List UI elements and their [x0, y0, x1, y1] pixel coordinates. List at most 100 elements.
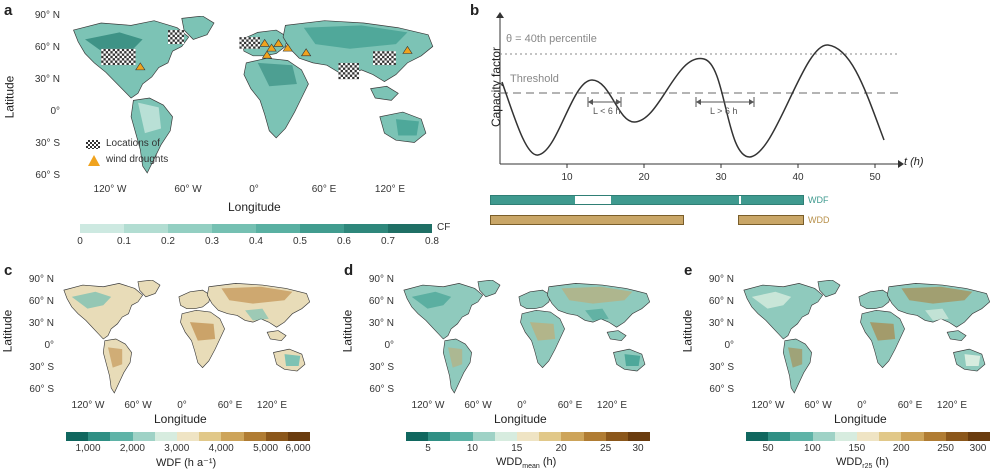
colorbar-segment [132, 432, 155, 441]
colorbar-segment [561, 432, 584, 441]
panel-c-map [63, 280, 311, 394]
colorbar-segment [472, 432, 495, 441]
colorbar-segment [110, 432, 133, 441]
colorbar-tick: 0.2 [161, 236, 175, 247]
colorbar-tick: 250 [937, 443, 954, 454]
lon-tick: 60° W [124, 400, 152, 411]
colorbar-tick: 5 [425, 443, 431, 454]
lat-tick: 90° N [34, 10, 60, 21]
colorbar-segment [945, 432, 968, 441]
lat-tick: 60° N [708, 296, 734, 307]
panel-d-xlabel: Longitude [494, 412, 547, 426]
panel-e-letter: e [684, 262, 693, 279]
panel-b-wdf-bar [490, 195, 804, 205]
lat-tick: 30° N [708, 318, 734, 329]
colorbar-segment [627, 432, 651, 441]
panel-b-bracket-long: L > 6 h [710, 106, 738, 116]
lat-tick: 60° S [35, 170, 60, 181]
wdf-segment [611, 196, 739, 204]
lon-tick: 0° [517, 400, 527, 411]
panel-b-chart [496, 12, 904, 168]
panel-b-theta-label: θ = 40th percentile [506, 33, 597, 45]
colorbar-segment [154, 432, 177, 441]
colorbar-tick: 300 [969, 443, 987, 454]
lat-tick: 30° N [368, 318, 394, 329]
wdf-segment [491, 196, 575, 204]
colorbar-tick: 0 [77, 236, 83, 247]
colorbar-tick: 5,000 [253, 443, 279, 454]
lon-tick: 60° E [311, 184, 337, 195]
lon-tick: 60° E [897, 400, 923, 411]
colorbar-segment [388, 224, 432, 233]
colorbar-tick: 50 [762, 443, 774, 454]
lat-tick: 30° S [35, 138, 60, 149]
colorbar-segment [812, 432, 835, 441]
colorbar-segment [834, 432, 857, 441]
lon-tick: 120° E [596, 400, 628, 411]
colorbar-segment [124, 224, 168, 233]
lon-tick: 0° [177, 400, 187, 411]
lon-tick: 120° W [411, 400, 445, 411]
panel-e-map [743, 280, 991, 394]
colorbar-segment [583, 432, 606, 441]
colorbar-segment [287, 432, 311, 441]
colorbar-tick: 6,000 [285, 443, 311, 454]
colorbar-segment [516, 432, 540, 441]
legend-hatch-swatch [86, 140, 100, 149]
lon-tick: 60° E [217, 400, 243, 411]
colorbar-tick: 4,000 [208, 443, 234, 454]
colorbar-segment [746, 432, 769, 441]
panel-b-wdf-label: WDF [808, 195, 829, 205]
lat-tick: 30° S [709, 362, 734, 373]
colorbar-tick: 200 [892, 443, 910, 454]
colorbar-segment [221, 432, 244, 441]
colorbar-tick: 150 [848, 443, 866, 454]
colorbar-segment [176, 432, 200, 441]
lat-tick: 30° N [28, 318, 54, 329]
lat-tick: 90° N [28, 274, 54, 285]
panel-e-colorbar [746, 432, 991, 441]
colorbar-segment [790, 432, 813, 441]
lon-tick: 0° [249, 184, 259, 195]
colorbar-tick: 1,000 [75, 443, 101, 454]
lat-tick: 60° N [34, 42, 60, 53]
colorbar-segment [879, 432, 902, 441]
panel-d-ylabel: Latitude [340, 309, 355, 353]
legend-triangle-icon [88, 155, 100, 166]
lon-tick: 120° W [93, 184, 127, 195]
lat-tick: 30° S [369, 362, 394, 373]
lon-tick: 120° E [374, 184, 406, 195]
panel-a-colorbar-ticks: 0 0.1 0.2 0.3 0.4 0.5 0.6 0.7 0.8 [77, 236, 439, 248]
panel-c-ylabel: Latitude [0, 309, 15, 353]
colorbar-segment [494, 432, 517, 441]
panel-c-xlabel: Longitude [154, 412, 207, 426]
panel-a-colorbar-label: CF [437, 222, 451, 233]
colorbar-tick: 0.7 [381, 236, 395, 247]
panel-a-ylabel: Latitude [2, 75, 17, 119]
panel-a-xlabel: Longitude [228, 200, 281, 214]
colorbar-segment [212, 224, 256, 233]
colorbar-segment [768, 432, 791, 441]
lon-tick: 120° E [936, 400, 968, 411]
colorbar-segment [901, 432, 924, 441]
colorbar-segment [168, 224, 212, 233]
colorbar-tick: 2,000 [119, 443, 145, 454]
lat-tick: 0° [50, 106, 60, 117]
colorbar-tick: 0.3 [205, 236, 219, 247]
lon-tick: 120° W [71, 400, 105, 411]
panel-b-letter: b [470, 2, 480, 19]
colorbar-segment [88, 432, 111, 441]
lat-tick: 60° S [29, 384, 54, 395]
colorbar-segment [428, 432, 451, 441]
panel-e-colorbar-label: WDDr25 (h) [836, 456, 889, 471]
panel-d-letter: d [344, 262, 354, 279]
colorbar-segment [80, 224, 124, 233]
colorbar-segment [406, 432, 429, 441]
colorbar-tick: 30 [632, 443, 644, 454]
lon-tick: 0° [857, 400, 867, 411]
x-tick: 10 [561, 172, 573, 183]
lat-tick: 60° N [28, 296, 54, 307]
wdd-segment [738, 215, 804, 225]
panel-c-colorbar-label: WDF (h a⁻¹) [156, 457, 217, 469]
x-tick: 30 [715, 172, 727, 183]
